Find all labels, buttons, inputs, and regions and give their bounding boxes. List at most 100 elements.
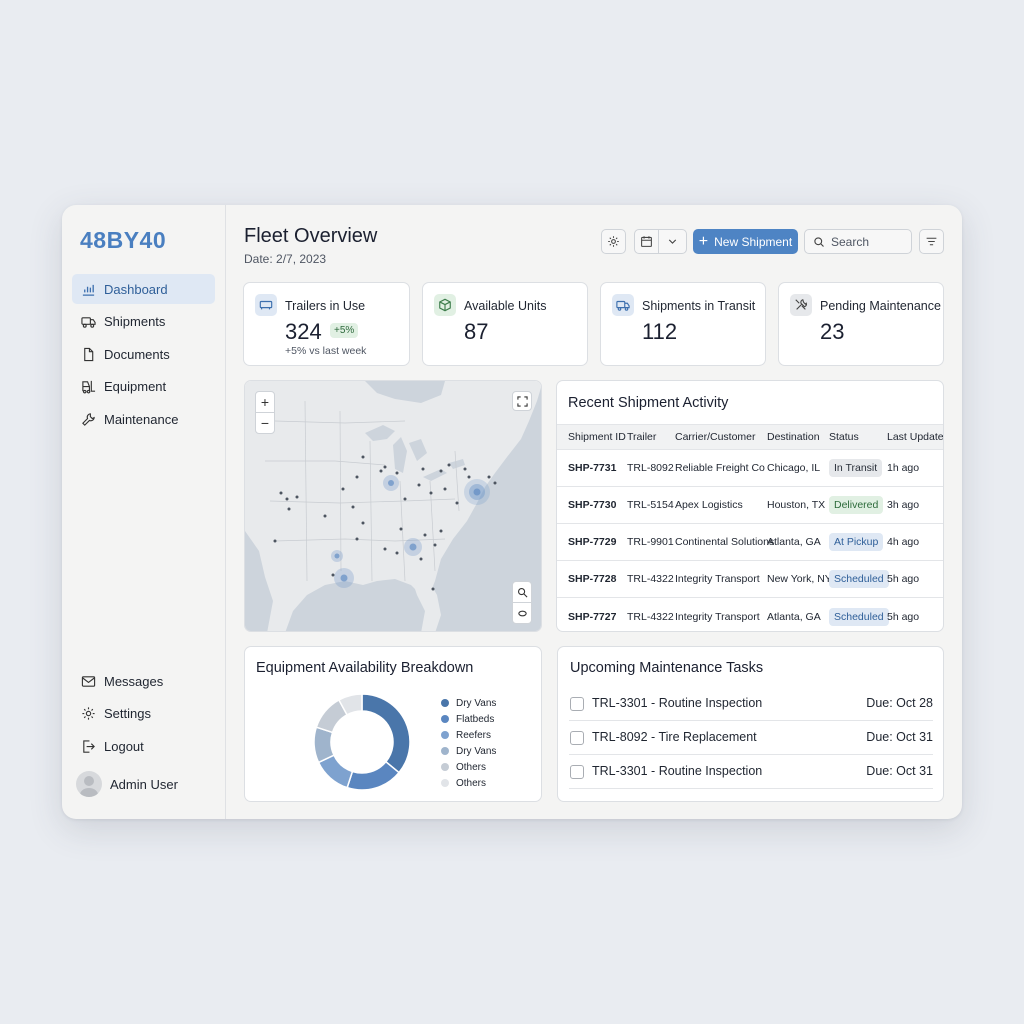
shipment-id: SHP-7731: [568, 462, 617, 474]
table-row[interactable]: SHP-7730 TRL-5154 Apex Logistics Houston…: [557, 487, 943, 524]
last-update: 5h ago: [887, 573, 920, 585]
task-checkbox[interactable]: [570, 697, 584, 711]
sidebar-item-label: Documents: [104, 346, 170, 362]
sidebar-item-label: Equipment: [104, 379, 167, 394]
sidebar-item-messages[interactable]: Messages: [72, 666, 215, 696]
sidebar-item-maintenance[interactable]: Maintenance: [72, 404, 215, 434]
carrier: Apex Logistics: [675, 499, 743, 511]
table-row[interactable]: SHP-7729 TRL-9901 Continental Solutions …: [557, 524, 943, 561]
map-layers-button[interactable]: [512, 602, 532, 624]
task-checkbox[interactable]: [570, 731, 584, 745]
task-due-date: Due: Oct 28: [866, 696, 933, 710]
legend-item: Others: [441, 759, 496, 775]
kpi-label: Trailers in Use: [285, 299, 366, 313]
maintenance-tasks-card: Upcoming Maintenance Tasks TRL-3301 - Ro…: [557, 646, 944, 802]
sidebar-bottom: Messages Settings Logout Admin User: [72, 666, 215, 799]
last-update: 1h ago: [887, 462, 920, 474]
sidebar: 48BY40 Dashboard Shipments Documents Equ…: [62, 205, 226, 819]
date-dropdown-button[interactable]: [658, 229, 687, 254]
sidebar-item-logout[interactable]: Logout: [72, 731, 215, 761]
legend-item: Dry Vans: [441, 695, 496, 711]
trailer-icon: [255, 294, 277, 316]
shipment-id: SHP-7728: [568, 573, 617, 585]
shipment-id: SHP-7727: [568, 610, 617, 623]
legend-item: Flatbeds: [441, 711, 496, 727]
tools-icon: [790, 294, 812, 316]
column-header[interactable]: Trailer: [627, 431, 657, 443]
section-title: Recent Shipment Activity: [568, 395, 729, 411]
kpi-label: Shipments in Transit: [642, 299, 756, 313]
donut-chart: [313, 693, 411, 791]
expand-icon: [516, 395, 528, 407]
settings-button[interactable]: [601, 229, 626, 254]
carrier: Integrity Transport: [675, 610, 760, 623]
status-badge: Delivered: [829, 496, 884, 514]
table-row[interactable]: SHP-7727 TRL-4322 Integrity Transport At…: [557, 598, 943, 631]
column-header[interactable]: Carrier/Customer: [675, 431, 756, 443]
status-badge: In Transit: [829, 459, 883, 477]
table-row[interactable]: SHP-7731 TRL-8092 Reliable Freight Co Ch…: [557, 450, 943, 487]
kpi-value: 23: [820, 319, 845, 344]
kpi-card-trailers: Trailers in Use 324 +5% +5% vs last week: [243, 282, 410, 366]
page-date: Date: 2/7, 2023: [244, 252, 327, 266]
new-shipment-button[interactable]: + New Shipment: [693, 229, 798, 254]
donut-slice[interactable]: [361, 693, 411, 774]
zoom-search-icon: [517, 587, 527, 597]
kpi-label: Available Units: [464, 299, 547, 313]
trailer-id: TRL-8092: [627, 462, 674, 474]
carrier: Integrity Transport: [675, 573, 760, 585]
filter-button[interactable]: [919, 229, 944, 254]
user-profile[interactable]: Admin User: [72, 769, 215, 799]
destination: Atlanta, GA: [767, 536, 821, 548]
carrier: Reliable Freight Co: [675, 462, 765, 474]
calendar-button[interactable]: [634, 229, 659, 254]
destination: Chicago, IL: [767, 462, 821, 474]
legend-item: Reefers: [441, 727, 496, 743]
task-due-date: Due: Oct 31: [866, 730, 933, 744]
shipment-map[interactable]: + −: [244, 380, 542, 632]
task-checkbox[interactable]: [570, 765, 584, 779]
gear-icon: [82, 707, 95, 720]
sidebar-nav: Dashboard Shipments Documents Equipment …: [72, 274, 215, 437]
section-title: Equipment Availability Breakdown: [256, 660, 474, 676]
layers-icon: [517, 610, 527, 616]
column-header[interactable]: Shipment ID: [568, 431, 626, 443]
calendar-icon: [641, 236, 652, 247]
carrier: Continental Solutions: [675, 536, 775, 548]
trailer-id: TRL-5154: [627, 499, 674, 511]
sidebar-item-shipments[interactable]: Shipments: [72, 307, 215, 337]
kpi-value: 87: [464, 319, 489, 344]
kpi-value: 112: [642, 319, 678, 344]
maintenance-task: TRL-3301 - Routine Inspection Due: Oct 3…: [569, 755, 933, 789]
last-update: 5h ago: [887, 610, 920, 623]
last-update: 4h ago: [887, 536, 920, 548]
sidebar-item-documents[interactable]: Documents: [72, 339, 215, 369]
donut-slice[interactable]: [337, 693, 363, 716]
last-update: 3h ago: [887, 499, 920, 511]
search-input[interactable]: Search: [804, 229, 912, 254]
table-row[interactable]: SHP-7728 TRL-4322 Integrity Transport Ne…: [557, 561, 943, 598]
sidebar-item-dashboard[interactable]: Dashboard: [72, 274, 215, 304]
fullscreen-button[interactable]: [512, 391, 532, 411]
task-label: TRL-8092 - Tire Replacement: [592, 730, 757, 744]
column-header[interactable]: Last Update: [887, 431, 944, 443]
destination: Houston, TX: [767, 499, 826, 511]
wrench-icon: [82, 412, 95, 426]
kpi-note: +5% vs last week: [285, 345, 367, 357]
status-badge: At Pickup: [829, 533, 884, 551]
destination: New York, NY: [767, 573, 832, 585]
sidebar-item-label: Settings: [104, 706, 151, 721]
donut-slice[interactable]: [346, 760, 401, 791]
zoom-in-button[interactable]: +: [255, 391, 275, 413]
zoom-out-button[interactable]: −: [255, 412, 275, 434]
kpi-value: 324: [285, 319, 322, 344]
sidebar-item-equipment[interactable]: Equipment: [72, 372, 215, 402]
map-search-button[interactable]: [512, 581, 532, 603]
chevron-down-icon: [668, 239, 677, 244]
column-header[interactable]: Destination: [767, 431, 820, 443]
column-header[interactable]: Status: [829, 431, 859, 443]
task-label: TRL-3301 - Routine Inspection: [592, 764, 763, 778]
maintenance-task: TRL-3301 - Routine Inspection Due: Oct 2…: [569, 687, 933, 721]
destination: Atlanta, GA: [767, 610, 821, 623]
sidebar-item-settings[interactable]: Settings: [72, 699, 215, 729]
